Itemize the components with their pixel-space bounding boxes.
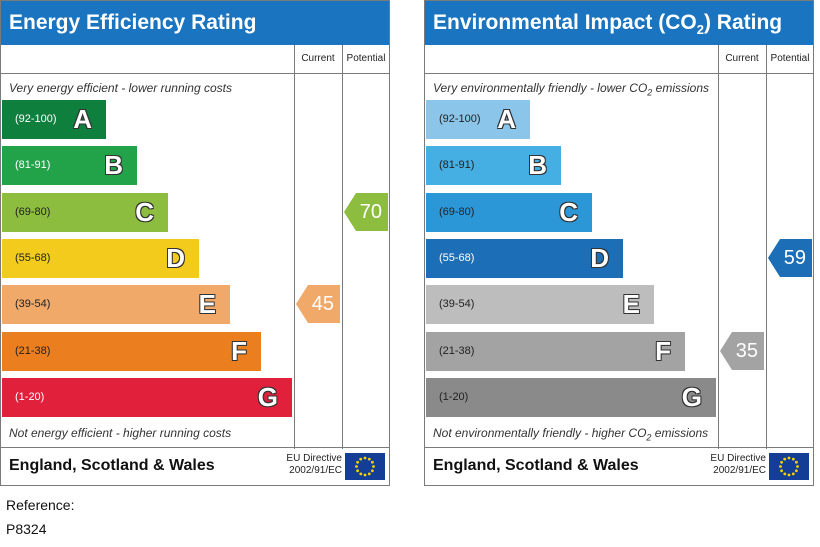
marker-value: 59 bbox=[783, 246, 806, 269]
band-b: (81-91) B bbox=[2, 146, 137, 186]
bottom-caption: Not environmentally friendly - higher CO… bbox=[433, 426, 709, 443]
environmental-impact-panel: Environmental Impact (CO2) Rating Curren… bbox=[424, 0, 814, 486]
band-f: (21-38) F bbox=[2, 331, 261, 371]
marker-arrow-shape bbox=[296, 285, 340, 324]
band-range: (39-54) bbox=[15, 298, 51, 311]
eu-flag-icon bbox=[345, 453, 385, 480]
band-letter: B bbox=[104, 150, 123, 181]
marker-arrow-shape bbox=[344, 192, 388, 231]
country-label: England, Scotland & Wales bbox=[433, 457, 639, 474]
band-d: (55-68) D bbox=[426, 238, 623, 278]
band-letter: A bbox=[73, 104, 92, 134]
current-column-header: Current bbox=[301, 53, 335, 64]
band-letter: G bbox=[257, 381, 278, 412]
current-column-divider bbox=[718, 45, 719, 449]
footer-rule bbox=[1, 447, 389, 448]
band-c: (69-80) C bbox=[2, 192, 168, 232]
country-label: England, Scotland & Wales bbox=[9, 457, 215, 474]
top-caption: Very energy efficient - lower running co… bbox=[9, 81, 232, 95]
top-caption: Very environmentally friendly - lower CO… bbox=[433, 81, 709, 98]
potential-rating-marker: 70 bbox=[344, 192, 388, 231]
potential-column-header: Potential bbox=[770, 53, 810, 64]
band-range: (1-20) bbox=[439, 390, 469, 403]
band-letter: G bbox=[681, 381, 702, 412]
band-g: (1-20) G bbox=[2, 377, 292, 417]
eu-directive-label: EU Directive 2002/91/EC bbox=[710, 453, 766, 476]
current-rating-marker: 45 bbox=[296, 285, 340, 324]
eu-flag-icon bbox=[769, 453, 809, 480]
band-letter: F bbox=[231, 335, 247, 366]
marker-arrow-shape bbox=[768, 238, 812, 277]
band-b: (81-91) B bbox=[426, 146, 561, 186]
environmental-impact-title: Environmental Impact (CO2) Rating bbox=[425, 1, 813, 45]
current-column-divider bbox=[294, 45, 295, 449]
band-a: (92-100) A bbox=[426, 100, 530, 139]
band-g: (1-20) G bbox=[426, 377, 716, 417]
band-letter: C bbox=[135, 196, 154, 227]
band-letter: E bbox=[198, 289, 216, 320]
energy-efficiency-title: Energy Efficiency Rating bbox=[1, 1, 389, 45]
band-range: (81-91) bbox=[439, 159, 475, 172]
band-range: (55-68) bbox=[15, 251, 51, 264]
eu-stars bbox=[355, 456, 375, 477]
current-rating-marker: 35 bbox=[720, 331, 764, 370]
header-rule bbox=[425, 73, 813, 74]
marker-value: 45 bbox=[311, 293, 334, 316]
band-letter: A bbox=[497, 104, 516, 134]
band-d: (55-68) D bbox=[2, 238, 199, 278]
band-e: (39-54) E bbox=[2, 285, 230, 325]
band-range: (21-38) bbox=[15, 344, 51, 357]
band-f: (21-38) F bbox=[426, 331, 685, 371]
band-range: (39-54) bbox=[439, 298, 475, 311]
band-letter: D bbox=[590, 242, 609, 273]
band-range: (92-100) bbox=[439, 113, 481, 125]
band-range: (1-20) bbox=[15, 390, 45, 403]
eu-stars bbox=[779, 456, 799, 477]
band-range: (21-38) bbox=[439, 344, 475, 357]
footer-rule bbox=[425, 447, 813, 448]
marker-value: 35 bbox=[735, 339, 758, 362]
band-range: (69-80) bbox=[15, 205, 51, 218]
bottom-caption: Not energy efficient - higher running co… bbox=[9, 426, 232, 440]
band-letter: C bbox=[559, 196, 578, 227]
potential-column-header: Potential bbox=[346, 53, 386, 64]
band-letter: F bbox=[655, 335, 671, 366]
potential-column-divider bbox=[766, 45, 767, 449]
band-e: (39-54) E bbox=[426, 285, 654, 325]
header-rule bbox=[1, 73, 389, 74]
band-letter: B bbox=[528, 150, 547, 181]
band-range: (55-68) bbox=[439, 251, 475, 264]
band-range: (69-80) bbox=[439, 205, 475, 218]
energy-efficiency-panel: Energy Efficiency Rating Current Potenti… bbox=[0, 0, 390, 486]
potential-rating-marker: 59 bbox=[768, 238, 812, 277]
marker-value: 70 bbox=[359, 200, 382, 223]
marker-arrow-shape bbox=[720, 331, 764, 370]
band-range: (92-100) bbox=[15, 113, 57, 125]
eu-directive-label: EU Directive 2002/91/EC bbox=[286, 453, 342, 476]
band-letter: D bbox=[166, 242, 185, 273]
band-range: (81-91) bbox=[15, 159, 51, 172]
current-column-header: Current bbox=[725, 53, 759, 64]
band-a: (92-100) A bbox=[2, 100, 106, 139]
potential-column-divider bbox=[342, 45, 343, 449]
band-letter: E bbox=[622, 289, 640, 320]
band-c: (69-80) C bbox=[426, 192, 592, 232]
reference-value: P8324 bbox=[6, 521, 47, 537]
reference-label: Reference: bbox=[6, 497, 75, 513]
